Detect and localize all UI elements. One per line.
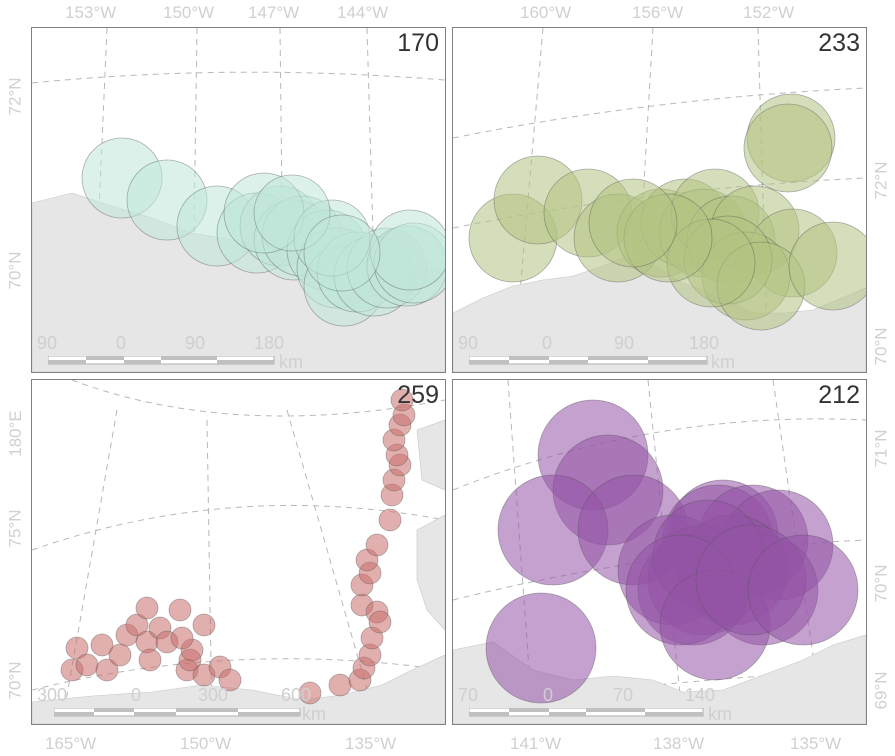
- location-circle: [75, 653, 99, 677]
- location-circle: [303, 214, 381, 292]
- map-canvas: [32, 28, 445, 372]
- scale-label: 0: [131, 685, 142, 705]
- scale-label: 90: [458, 333, 479, 353]
- location-circle: [170, 626, 194, 650]
- map-canvas: [32, 380, 445, 724]
- panel-label: 259: [397, 381, 439, 409]
- bottom-lon-label: 141°W: [510, 734, 562, 753]
- scale-label: 300: [198, 685, 229, 705]
- lat-label: 75°N: [5, 509, 25, 548]
- map-panel-233: 233 90 0 90 180 km: [452, 27, 867, 373]
- location-circle: [365, 533, 389, 557]
- circle-layer-233: [468, 93, 866, 331]
- scale-label: 90: [185, 333, 206, 353]
- scale-label: 0: [543, 685, 554, 705]
- scale-unit: km: [711, 352, 735, 372]
- location-circle: [378, 508, 402, 532]
- circle-layer-170: [81, 137, 445, 327]
- scale-label: 0: [116, 333, 127, 353]
- bottom-lon-label: 135°W: [790, 734, 842, 753]
- location-circle: [218, 668, 242, 692]
- scale-label: 180: [689, 333, 720, 353]
- top-lon-label: 150°W: [163, 3, 215, 22]
- location-circle: [390, 388, 414, 412]
- scale-label: 300: [37, 685, 68, 705]
- scale-bar: [469, 708, 704, 717]
- scale-label: 90: [614, 333, 635, 353]
- location-circle: [138, 648, 162, 672]
- top-lon-label: 153°W: [65, 3, 117, 22]
- scale-bar: [48, 356, 275, 365]
- scale-bar: [469, 356, 708, 365]
- bottom-lon-label: 138°W: [653, 734, 705, 753]
- bottom-lon-label: 135°W: [345, 734, 397, 753]
- location-circle: [369, 209, 445, 291]
- map-canvas: [453, 380, 866, 724]
- lat-label: 180°E: [5, 410, 25, 457]
- scale-unit: km: [708, 704, 732, 724]
- panel-label: 170: [397, 29, 439, 57]
- location-circle: [90, 633, 114, 657]
- location-circle: [328, 673, 352, 697]
- scale-unit: km: [302, 704, 326, 724]
- land-mass: [416, 514, 445, 631]
- scale-label: 70: [458, 685, 479, 705]
- location-circle: [485, 592, 597, 704]
- map-canvas: [453, 28, 866, 372]
- lat-label: 72°N: [5, 77, 25, 116]
- lat-label: 69°N: [871, 671, 891, 710]
- lat-label: 70°N: [5, 251, 25, 290]
- scale-label: 70: [613, 685, 634, 705]
- map-panel-212: 212 70 0 70 140 km: [452, 379, 867, 725]
- scale-label: 140: [685, 685, 716, 705]
- location-circle: [368, 610, 392, 634]
- location-circle: [65, 636, 89, 660]
- scale-label: 90: [37, 333, 58, 353]
- lat-label: 70°N: [871, 564, 891, 603]
- scale-label: 180: [254, 333, 285, 353]
- top-lon-label: 152°W: [743, 3, 795, 22]
- top-lon-label: 147°W: [248, 3, 300, 22]
- top-lon-label: 160°W: [520, 3, 572, 22]
- panel-label: 233: [818, 29, 860, 57]
- circle-layer-259: [60, 388, 416, 705]
- location-circle: [192, 613, 216, 637]
- map-panel-170: 170 90 0 90 180 km: [31, 27, 446, 373]
- circle-layer-212: [485, 399, 859, 704]
- location-circle: [135, 596, 159, 620]
- location-circle: [95, 658, 119, 682]
- location-circle: [298, 681, 322, 705]
- location-circle: [743, 103, 833, 193]
- top-lon-label: 144°W: [337, 3, 389, 22]
- bottom-lon-label: 165°W: [45, 734, 97, 753]
- location-circle: [747, 534, 859, 646]
- lat-label: 72°N: [871, 161, 891, 200]
- location-circle: [168, 598, 192, 622]
- land-mass: [416, 419, 445, 491]
- scale-label: 0: [542, 333, 553, 353]
- scale-label: 600: [281, 685, 312, 705]
- top-lon-label: 156°W: [632, 3, 684, 22]
- location-circle: [588, 178, 678, 268]
- location-circle: [788, 221, 866, 311]
- location-circle: [125, 613, 149, 637]
- scale-bar: [54, 708, 301, 717]
- lat-label: 70°N: [871, 327, 891, 366]
- scale-unit: km: [279, 352, 303, 372]
- lat-label: 70°N: [5, 661, 25, 700]
- panel-label: 212: [818, 381, 860, 409]
- map-panel-259: 259 300 0 300 600 km: [31, 379, 446, 725]
- location-circle: [108, 643, 132, 667]
- lat-label: 71°N: [871, 429, 891, 468]
- bottom-lon-label: 150°W: [180, 734, 232, 753]
